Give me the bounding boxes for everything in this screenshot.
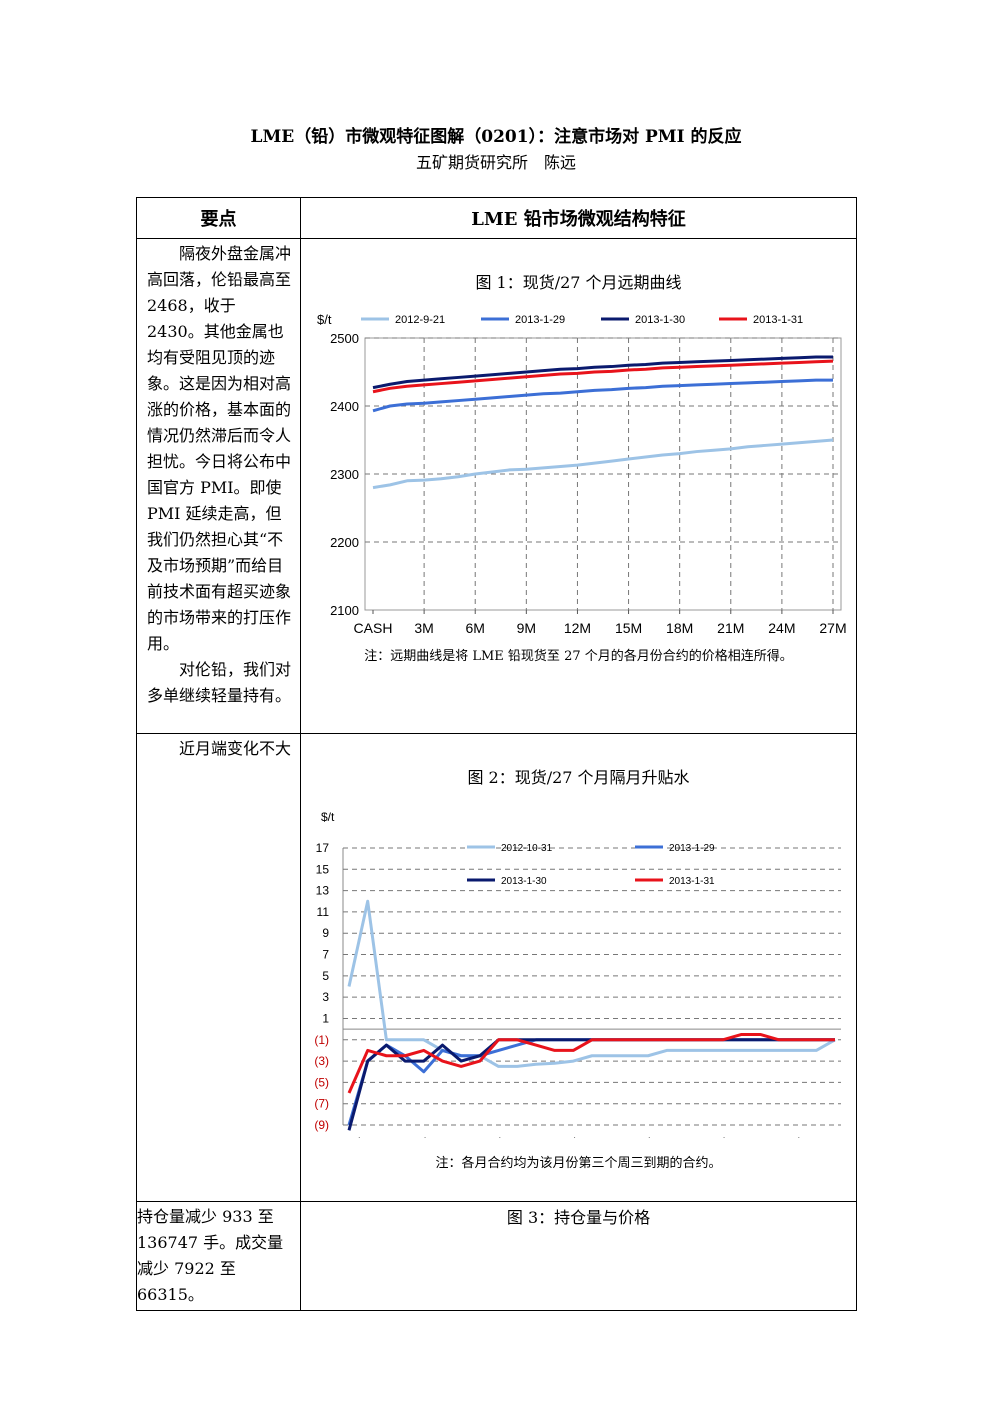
figure2-note: 注：各月合约均为该月份第三个周三到期的合约。 xyxy=(435,1156,722,1171)
section2-chart-cell: 图 2：现货/27 个月隔月升贴水 17 15 13 11 9 7 5 3 1 (1) (3) (5)… xyxy=(300,733,857,1202)
y-tick-label: 1 xyxy=(322,1011,329,1025)
section3-chart-cell: 图 3：持仓量与价格 xyxy=(300,1201,857,1311)
x-tick-label: 15M xyxy=(615,620,642,636)
y-tick-label: 2500 xyxy=(330,331,359,346)
series-line xyxy=(372,359,834,394)
x-tick-label: 27M xyxy=(819,620,846,636)
series-line xyxy=(347,1038,835,1131)
x-tick-label: CASH xyxy=(354,620,393,636)
legend-label: 2012-10-31 xyxy=(501,843,553,854)
x-tick-label: 18M xyxy=(666,620,693,636)
legend-label: 2013-1-29 xyxy=(669,843,715,854)
y-tick-label: 13 xyxy=(316,884,330,898)
y-tick-label: (3) xyxy=(314,1054,329,1068)
x-tick-label: 12M/13M xyxy=(546,1135,600,1138)
figure1-caption: 图 1：现货/27 个月远期曲线 xyxy=(475,273,682,292)
header-key-points: 要点 xyxy=(136,197,301,239)
figure1-chart: 2100 2200 2300 2400 2500 CASH 3M 6M 9M 12M 15M 18M 2… xyxy=(317,312,847,636)
x-tick-label: 20M/21M xyxy=(696,1135,750,1138)
section3-text-cell: 持仓量减少 933 至 136747 手。成交量减少 7922 至 66315。 xyxy=(136,1201,301,1311)
table-row: 近月端变化不大 图 2：现货/27 个月隔月升贴水 17 15 13 11 9 7 5 3 1 (… xyxy=(136,733,857,1202)
table-row: 隔夜外盘金属冲高回落，伦铅最高至2468，收于2430。其他金属也均有受阻见顶的… xyxy=(136,238,857,734)
legend-label: 2013-1-31 xyxy=(753,314,803,326)
x-tick-label: 24M/25M xyxy=(771,1135,825,1138)
x-tick-label: 16M/17M xyxy=(621,1135,675,1138)
x-tick-label: 9M xyxy=(517,620,536,636)
section2-text-cell: 近月端变化不大 xyxy=(136,733,301,1202)
y-tick-label: 9 xyxy=(322,926,329,940)
y-tick-label: (1) xyxy=(314,1033,329,1047)
x-tick-label: 12M xyxy=(564,620,591,636)
main-table: 要点 LME 铅市场微观结构特征 隔夜外盘金属冲高回落，伦铅最高至2468，收于… xyxy=(136,197,857,1311)
section1-paragraph: 对伦铅，我们对多单继续轻量持有。 xyxy=(147,660,292,705)
table-header-row: 要点 LME 铅市场微观结构特征 xyxy=(136,197,857,239)
y-tick-label: 2200 xyxy=(330,535,359,550)
legend-label: 2013-1-30 xyxy=(501,876,547,887)
y-tick-label: (7) xyxy=(314,1097,329,1111)
series-line xyxy=(347,1038,835,1126)
y-tick-label: (5) xyxy=(314,1075,329,1089)
x-tick-label: 24M xyxy=(768,620,795,636)
figure1-note: 注：远期曲线是将 LME 铅现货至 27 个月的各月份合约的价格相连所得。 xyxy=(364,649,793,664)
y-tick-label: 3 xyxy=(322,990,329,1004)
y-tick-label: 2300 xyxy=(330,467,359,482)
legend-label: 2013-1-30 xyxy=(635,314,685,326)
figure2-caption: 图 2：现货/27 个月隔月升贴水 xyxy=(467,768,690,787)
series-line xyxy=(372,355,833,390)
document-title: LME（铅）市微观特征图解（0201）：注意市场对 PMI 的反应 xyxy=(250,127,742,147)
series-line xyxy=(372,378,833,413)
x-tick-label: 6M xyxy=(465,620,484,636)
section1-paragraph: 隔夜外盘金属冲高回落，伦铅最高至2468，收于2430。其他金属也均有受阻见顶的… xyxy=(147,244,292,653)
legend-label: 2013-1-29 xyxy=(515,314,565,326)
y-tick-label: 5 xyxy=(322,969,329,983)
table-row: 持仓量减少 933 至 136747 手。成交量减少 7922 至 66315。… xyxy=(136,1201,857,1311)
section1-text-cell: 隔夜外盘金属冲高回落，伦铅最高至2468，收于2430。其他金属也均有受阻见顶的… xyxy=(136,238,301,734)
figure3-caption: 图 3：持仓量与价格 xyxy=(506,1208,651,1227)
document-subtitle: 五矿期货研究所 陈远 xyxy=(415,153,576,172)
x-tick-label: 21M xyxy=(717,620,744,636)
header-structure: LME 铅市场微观结构特征 xyxy=(300,197,857,239)
legend-label: 2012-9-21 xyxy=(395,314,445,326)
y-tick-label: 15 xyxy=(316,862,330,876)
y-tick-label: (9) xyxy=(314,1118,329,1132)
figure2-chart: 17 15 13 11 9 7 5 3 1 (1) (3) (5) (7) (9) CASH/1M 4M/5M… xyxy=(314,810,841,1138)
y-tick-label: 11 xyxy=(317,905,330,919)
section1-chart-cell: 图 1：现货/27 个月远期曲线 2100 2200 2300 2400 2500 CAS… xyxy=(300,238,857,734)
y-tick-label: 2400 xyxy=(330,399,359,414)
section2-paragraph: 近月端变化不大 xyxy=(179,739,292,758)
section3-paragraph: 持仓量减少 933 至 136747 手。成交量减少 7922 至 66315。 xyxy=(137,1207,284,1304)
x-tick-label: 3M xyxy=(414,620,433,636)
x-tick-label: 8M/9M xyxy=(479,1135,519,1138)
series-line xyxy=(347,1032,835,1094)
y-tick-label: 17 xyxy=(316,841,330,855)
y-axis-label: $/t xyxy=(321,810,335,824)
y-tick-label: 7 xyxy=(322,948,329,962)
x-tick-label: CASH/1M xyxy=(320,1135,378,1138)
y-tick-label: 2100 xyxy=(330,603,359,618)
x-tick-label: 4M/5M xyxy=(404,1135,444,1138)
series-line xyxy=(347,899,836,1068)
series-line xyxy=(372,438,834,490)
y-axis-label: $/t xyxy=(317,312,332,327)
legend-label: 2013-1-31 xyxy=(669,876,715,887)
